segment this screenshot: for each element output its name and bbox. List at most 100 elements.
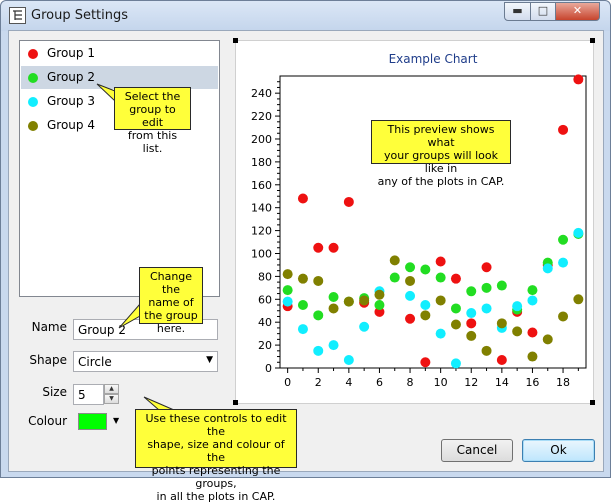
data-point xyxy=(420,357,431,368)
resize-handle[interactable] xyxy=(233,38,238,43)
data-point xyxy=(405,290,416,301)
chevron-down-icon[interactable]: ▼ xyxy=(113,416,120,425)
data-point xyxy=(435,295,446,306)
y-tick-label: 0 xyxy=(265,362,272,375)
cancel-button[interactable]: Cancel xyxy=(441,439,513,462)
x-tick-label: 8 xyxy=(407,376,414,389)
colour-swatch-button[interactable] xyxy=(78,413,107,430)
group-label: Group 4 xyxy=(47,118,95,132)
window-title: Group Settings xyxy=(31,8,129,23)
data-point xyxy=(374,300,385,311)
resize-handle[interactable] xyxy=(590,38,595,43)
y-tick-label: 60 xyxy=(258,293,272,306)
data-point xyxy=(343,196,354,207)
data-point xyxy=(389,255,400,266)
data-point xyxy=(313,275,324,286)
ok-button[interactable]: Ok xyxy=(522,439,595,462)
size-input[interactable] xyxy=(73,384,104,405)
resize-handle[interactable] xyxy=(590,400,595,405)
group-list-item[interactable]: Group 1 xyxy=(21,42,218,65)
change-name-callout: Change the name of the group here. xyxy=(139,267,203,335)
data-point xyxy=(558,257,569,268)
select-group-callout: Select the group to edit from this list. xyxy=(114,87,191,155)
scatter-chart: Example Chart020406080100120140160180200… xyxy=(251,52,587,389)
data-point xyxy=(481,282,492,293)
data-point xyxy=(343,296,354,307)
x-tick-label: 14 xyxy=(495,376,509,389)
data-point xyxy=(420,310,431,321)
callout-line: shape, size and colour of the xyxy=(147,438,285,464)
data-point xyxy=(282,269,293,280)
x-tick-label: 12 xyxy=(464,376,478,389)
callout-line: from this list. xyxy=(127,129,178,155)
group-marker-icon xyxy=(28,97,38,107)
data-point xyxy=(435,328,446,339)
callout-line: here. xyxy=(156,322,186,335)
arrow-down-icon: ▼ xyxy=(109,395,114,402)
arrow-up-icon: ▲ xyxy=(109,385,114,392)
data-point xyxy=(435,256,446,267)
callout-line: Select the xyxy=(124,90,181,103)
callout-line: your groups will look like in xyxy=(384,149,498,175)
x-tick-label: 0 xyxy=(284,376,291,389)
controls-callout: Use these controls to edit the shape, si… xyxy=(135,409,297,503)
data-point xyxy=(558,311,569,322)
resize-handle[interactable] xyxy=(233,400,238,405)
group-list-item[interactable]: Group 2 xyxy=(21,66,218,89)
y-tick-label: 40 xyxy=(258,316,272,329)
data-point xyxy=(481,345,492,356)
y-tick-label: 120 xyxy=(251,225,272,238)
y-tick-label: 80 xyxy=(258,270,272,283)
data-point xyxy=(297,324,308,335)
y-tick-label: 140 xyxy=(251,202,272,215)
y-tick-label: 220 xyxy=(251,110,272,123)
data-point xyxy=(420,264,431,275)
group-marker-icon xyxy=(28,49,38,59)
chart-preview: Example Chart 0 20 40 60 80 100 120 140 160 180 200… xyxy=(235,40,594,404)
dialog-body: Group 1 Group 2 Group 3 Group 4 Name Sha… xyxy=(8,30,604,472)
x-tick-label: 2 xyxy=(315,376,322,389)
maximize-button[interactable]: □ xyxy=(530,2,556,21)
data-point xyxy=(496,354,507,365)
close-button[interactable]: ✕ xyxy=(555,2,600,21)
group-list-item[interactable]: Group 3 xyxy=(21,90,218,113)
data-point xyxy=(374,306,385,317)
data-point xyxy=(313,345,324,356)
shape-select-value: Circle xyxy=(78,355,112,369)
data-point xyxy=(558,124,569,135)
data-point xyxy=(328,242,339,253)
data-point xyxy=(450,319,461,330)
x-tick-label: 10 xyxy=(434,376,448,389)
size-label: Size xyxy=(42,385,67,399)
data-point xyxy=(435,272,446,283)
data-point xyxy=(297,193,308,204)
data-point xyxy=(542,334,553,345)
callout-line: Change the xyxy=(149,270,193,296)
callout-line: points representing the groups, xyxy=(151,464,281,490)
data-point xyxy=(512,326,523,337)
shape-label: Shape xyxy=(29,353,67,367)
data-point xyxy=(282,285,293,296)
data-point xyxy=(359,295,370,306)
name-input[interactable] xyxy=(73,319,218,340)
data-point xyxy=(405,262,416,273)
size-decrement-button[interactable]: ▼ xyxy=(104,394,119,404)
y-tick-label: 200 xyxy=(251,133,272,146)
data-point xyxy=(450,303,461,314)
x-tick-label: 18 xyxy=(556,376,570,389)
size-increment-button[interactable]: ▲ xyxy=(104,384,119,394)
minimize-button[interactable]: ▬ xyxy=(504,2,531,21)
y-tick-label: 240 xyxy=(251,87,272,100)
data-point xyxy=(405,275,416,286)
data-point xyxy=(481,262,492,273)
y-tick-label: 160 xyxy=(251,179,272,192)
data-point xyxy=(466,308,477,319)
callout-line: This preview shows what xyxy=(387,123,495,149)
shape-select[interactable]: Circle ▼ xyxy=(73,351,218,372)
group-list-item[interactable]: Group 4 xyxy=(21,114,218,137)
group-list[interactable]: Group 1 Group 2 Group 3 Group 4 xyxy=(19,40,220,297)
data-point xyxy=(527,295,538,306)
data-point xyxy=(313,242,324,253)
title-bar[interactable]: Group Settings ▬ □ ✕ xyxy=(1,1,610,31)
